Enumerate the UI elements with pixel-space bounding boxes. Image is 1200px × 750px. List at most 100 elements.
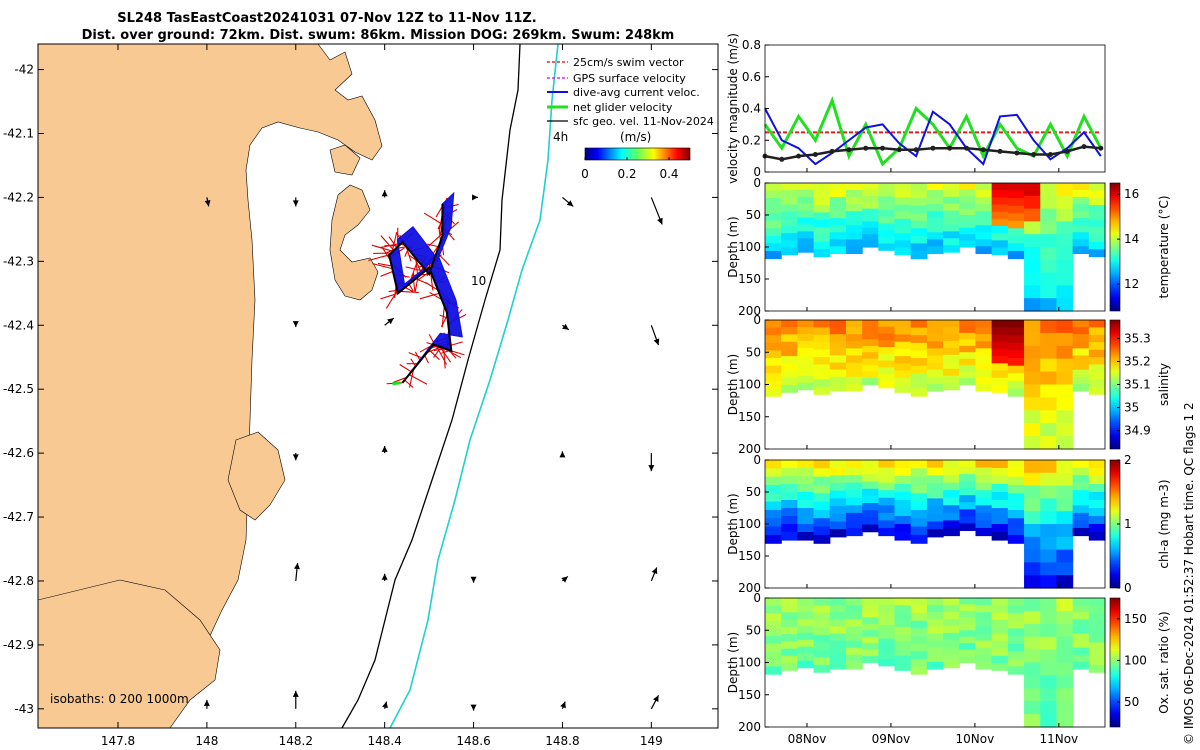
- section-cell: [813, 468, 831, 478]
- sfc-velocity-point: [1081, 144, 1087, 150]
- section-cell: [878, 658, 896, 667]
- section-cell: [1007, 598, 1025, 607]
- section-cell: [959, 630, 977, 638]
- section-cell: [1056, 320, 1074, 334]
- section-cell: [765, 658, 782, 668]
- section-cell: [862, 240, 879, 248]
- section-cell: [813, 386, 831, 395]
- section-cell: [894, 363, 912, 372]
- section-cell: [1056, 183, 1074, 197]
- glider-track-layer: [368, 191, 467, 389]
- section-cell: [878, 638, 896, 647]
- panel-ytick-label: 150: [738, 688, 761, 702]
- section-cell: [894, 327, 912, 336]
- section-cell: [781, 240, 798, 249]
- panel-ytick-label: 0: [753, 313, 761, 327]
- section-cell: [781, 233, 798, 241]
- section-cell: [910, 628, 928, 637]
- section-cell: [862, 339, 879, 347]
- section-cell: [894, 348, 912, 357]
- section-cell: [991, 532, 1009, 541]
- section-cell: [991, 190, 1009, 198]
- section-cell: [797, 508, 815, 517]
- maria-island: [227, 431, 286, 521]
- section-cell: [797, 347, 815, 356]
- section-cell: [1072, 661, 1090, 670]
- colorbar-tick-label: 34.9: [1124, 424, 1151, 438]
- section-cell: [1088, 249, 1106, 258]
- section-cell: [894, 183, 912, 191]
- section-cell: [1024, 688, 1041, 702]
- section-cell: [1007, 484, 1025, 494]
- section-cell: [781, 484, 798, 493]
- section-cell: [1007, 198, 1025, 207]
- section-cell: [894, 190, 912, 198]
- section-cell: [1056, 649, 1074, 664]
- section-cell: [975, 327, 993, 335]
- section-cell: [894, 612, 912, 621]
- section-cell: [1040, 384, 1058, 398]
- section-cell: [894, 641, 912, 650]
- section-cell: [829, 246, 847, 254]
- section-cell: [765, 598, 782, 607]
- section-cell: [1072, 190, 1090, 198]
- section-cell: [1072, 612, 1090, 620]
- section-cell: [862, 365, 879, 373]
- section-cell: [1024, 298, 1041, 312]
- section-cell: [1040, 536, 1058, 551]
- section-cell: [1072, 527, 1090, 537]
- section-cell: [959, 495, 977, 503]
- panel-ytick-label: 100: [738, 240, 761, 254]
- section-cell: [975, 348, 993, 357]
- section-cell: [862, 481, 879, 490]
- section-cell: [1088, 183, 1106, 191]
- section-cell: [1072, 218, 1090, 226]
- section-cell: [894, 648, 912, 657]
- section-cell: [829, 483, 847, 492]
- section-cell: [926, 320, 944, 328]
- panel-ytick-label: 100: [738, 517, 761, 531]
- section-cell: [845, 348, 863, 357]
- section-cell: [926, 355, 944, 364]
- section-cell: [862, 617, 879, 625]
- section-cell: [943, 467, 960, 476]
- map-legend: 25cm/s swim vector GPS surface velocity …: [547, 56, 714, 181]
- section-cell: [1007, 613, 1025, 622]
- section-cell: [813, 598, 831, 607]
- section-cell: [1040, 714, 1058, 728]
- swim-vector: [371, 244, 394, 252]
- section-cell: [1072, 640, 1090, 649]
- panel-ytick-label: 0: [753, 165, 761, 179]
- section-cell: [910, 250, 928, 260]
- section-cell: [862, 208, 879, 216]
- section-cell: [1088, 371, 1106, 380]
- section-cell: [926, 619, 944, 627]
- section-cell: [829, 460, 847, 469]
- swim-vector: [408, 352, 423, 359]
- section-cell: [765, 484, 782, 494]
- swim-vector: [404, 248, 409, 257]
- freycinet-peninsula: [329, 184, 379, 301]
- section-cell: [943, 618, 960, 627]
- section-cell: [878, 347, 896, 355]
- section-cell: [845, 640, 863, 649]
- section-cell: [1040, 701, 1058, 715]
- section-cell: [1007, 509, 1025, 519]
- section-cell: [1056, 195, 1074, 210]
- section-cell: [910, 320, 928, 329]
- sfc-vector: [470, 576, 477, 583]
- swim-vector: [400, 290, 419, 294]
- section-cell: [829, 348, 847, 357]
- section-cell: [943, 527, 960, 537]
- panel-ytick-label: 0.4: [742, 102, 761, 116]
- section-cell: [878, 367, 896, 375]
- section-cell: [1056, 675, 1074, 689]
- section-cell: [1007, 468, 1025, 478]
- section-cell: [991, 468, 1009, 477]
- section-cell: [1007, 605, 1025, 614]
- section-cell: [781, 626, 798, 635]
- section-cell: [765, 468, 782, 478]
- section-cell: [1056, 332, 1074, 347]
- section-cell: [1088, 212, 1106, 221]
- section-cell: [1040, 549, 1058, 563]
